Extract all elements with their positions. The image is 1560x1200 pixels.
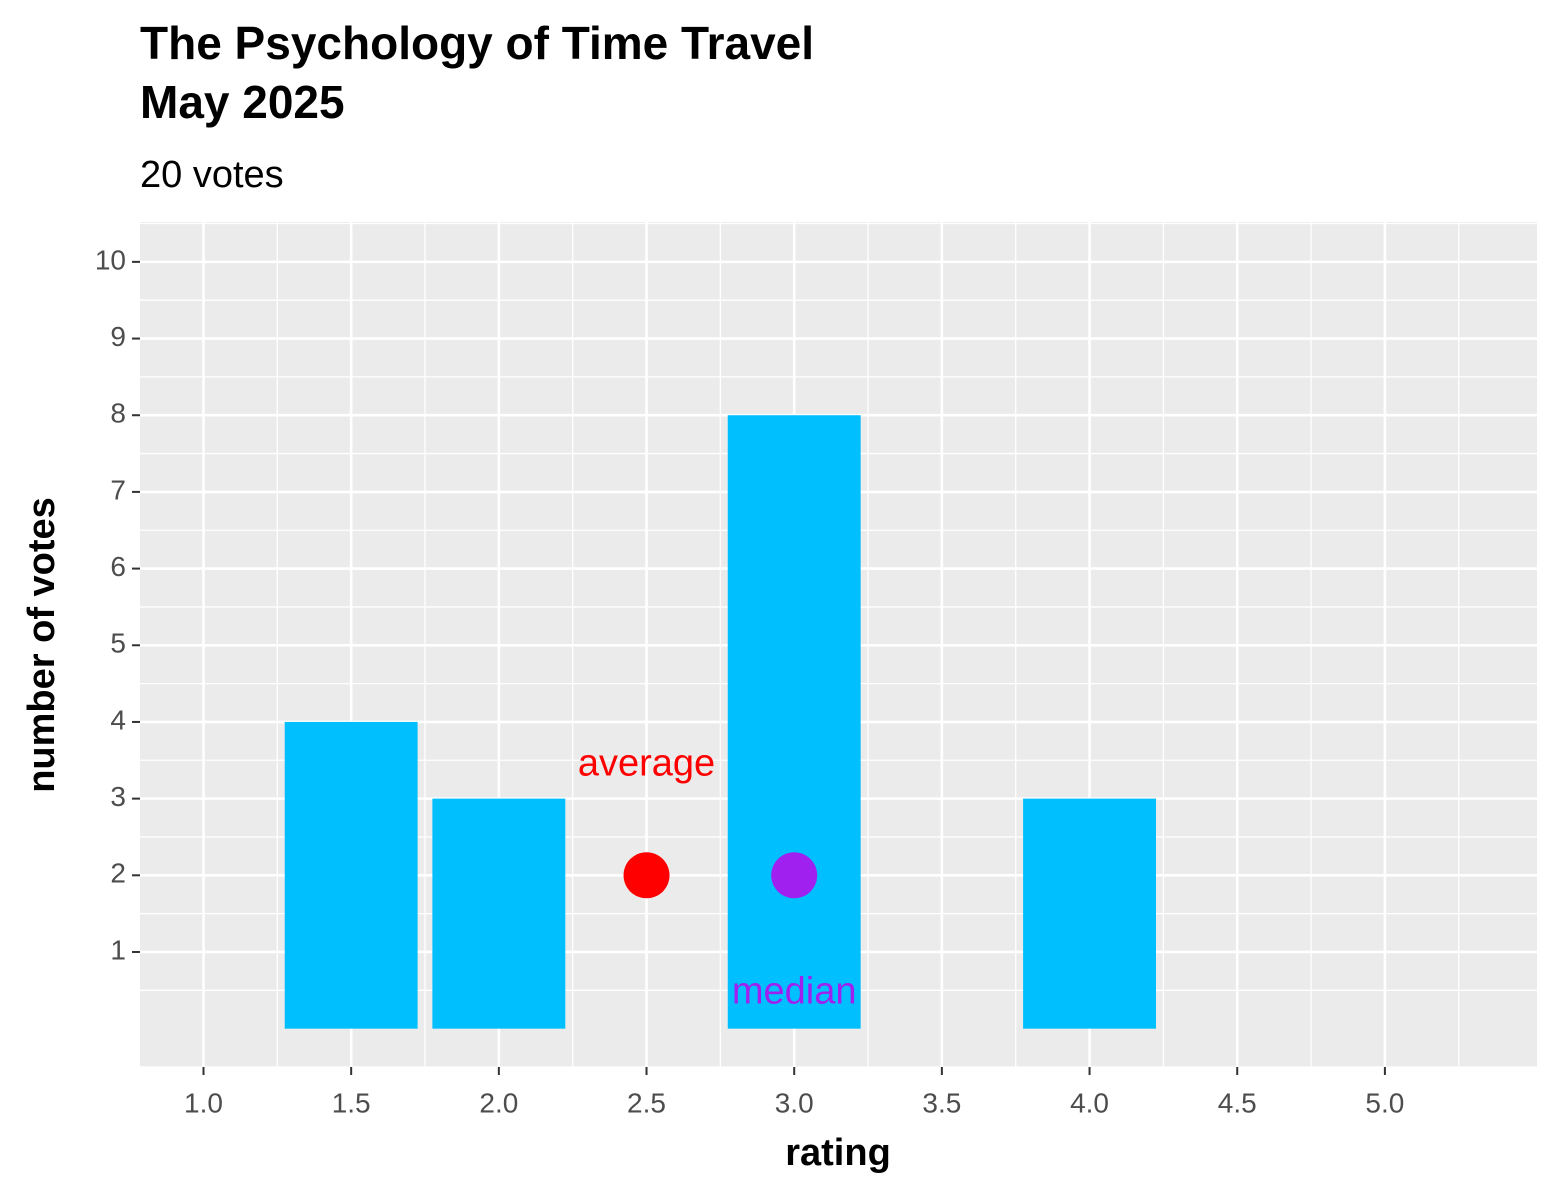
bar — [432, 798, 566, 1029]
bar — [284, 721, 418, 1029]
annotation-label: average — [578, 742, 715, 784]
y-tick-label: 10 — [95, 244, 126, 275]
bar — [727, 415, 861, 1029]
x-tick-label: 1.5 — [332, 1087, 371, 1118]
y-tick-label: 7 — [110, 474, 126, 505]
chart-title: May 2025 — [140, 76, 345, 128]
y-tick-label: 5 — [110, 628, 126, 659]
annotation-label: median — [732, 970, 857, 1012]
x-tick-label: 1.0 — [184, 1087, 223, 1118]
y-tick-label: 9 — [110, 321, 126, 352]
y-tick-label: 1 — [110, 934, 126, 965]
y-axis-title: number of votes — [21, 497, 63, 793]
y-tick-label: 4 — [110, 704, 126, 735]
y-tick-label: 3 — [110, 781, 126, 812]
chart-subtitle: 20 votes — [140, 154, 284, 196]
x-tick-label: 3.0 — [775, 1087, 814, 1118]
x-tick-label: 5.0 — [1365, 1087, 1404, 1118]
bar — [1023, 798, 1156, 1029]
x-tick-label: 4.5 — [1218, 1087, 1257, 1118]
x-tick-label: 3.5 — [922, 1087, 961, 1118]
x-tick-label: 2.0 — [479, 1087, 518, 1118]
x-axis-title: rating — [785, 1132, 891, 1174]
x-tick-label: 4.0 — [1070, 1087, 1109, 1118]
annotation-point — [623, 852, 670, 899]
y-tick-label: 8 — [110, 398, 126, 429]
y-tick-label: 6 — [110, 551, 126, 582]
chart-title: The Psychology of Time Travel — [140, 17, 814, 69]
annotation-point — [771, 852, 818, 899]
y-tick-label: 2 — [110, 858, 126, 889]
x-tick-label: 2.5 — [627, 1087, 666, 1118]
